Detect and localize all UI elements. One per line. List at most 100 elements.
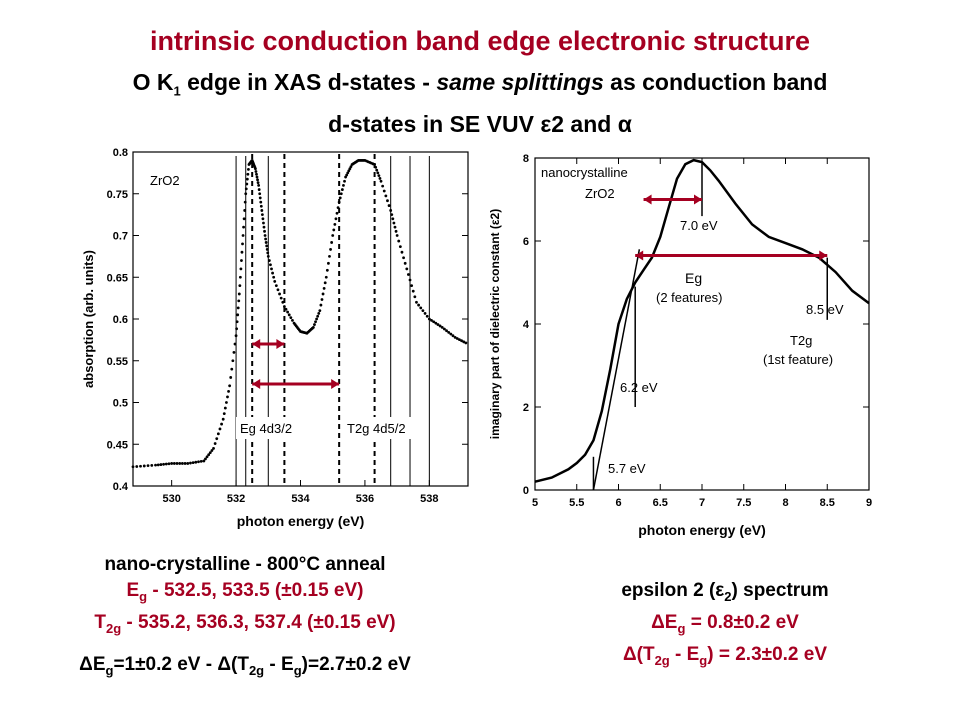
xas-data-point [183, 462, 187, 465]
xas-data-point [389, 209, 393, 212]
xas-data-point [231, 359, 235, 363]
xas-data-point [259, 200, 263, 204]
eps-t2g-arrow-head-left [635, 250, 644, 261]
slide-title: intrinsic conduction band edge electroni… [149, 26, 811, 56]
xas-data-point [207, 453, 211, 457]
xas-data-point [432, 320, 436, 324]
xas-data-point [232, 351, 236, 354]
xas-data-point [236, 306, 240, 310]
xas-data-point [226, 395, 229, 399]
xas-data-point [442, 327, 446, 331]
xas-data-point [411, 289, 415, 293]
xas-data-point [256, 181, 260, 185]
eps-ytick-label: 6 [523, 236, 529, 248]
eps-label-1st-feature: (1st feature) [763, 352, 833, 367]
xas-data-point [238, 275, 242, 279]
eps-xtick-label: 6.5 [653, 497, 668, 509]
xas-data-point [455, 337, 459, 340]
xas-data-point [254, 170, 258, 173]
xas-data-point [259, 204, 263, 208]
xas-data-point [464, 341, 468, 345]
xas-data-point [261, 217, 265, 221]
xas-data-point [223, 406, 227, 410]
xas-data-point [460, 339, 463, 343]
xas-data-point [332, 228, 336, 232]
xas-data-point [197, 460, 200, 464]
xas-data-point [265, 244, 269, 248]
xas-data-point [220, 422, 223, 426]
xas-data-point [170, 462, 174, 465]
eps-label-5-7: 5.7 eV [608, 461, 646, 476]
xas-data-point [281, 300, 285, 304]
xas-data-point [244, 187, 248, 191]
xas-data-point [257, 188, 261, 191]
xas-data-point [440, 325, 444, 329]
xas-data-point [321, 292, 325, 296]
xas-data-point [314, 320, 317, 324]
xas-data-point [377, 174, 381, 178]
xas-data-point [260, 213, 264, 217]
xas-data-point [453, 335, 457, 339]
xas-label-bg [344, 417, 418, 439]
xas-data-point [246, 172, 250, 176]
xas-data-point [425, 314, 429, 318]
eps-eg-arrow-head-left [643, 194, 652, 205]
xas-data-point [150, 464, 154, 467]
xas-eg-arrow-head-right [276, 339, 285, 349]
xas-data-point [262, 221, 265, 225]
xas-data-point [319, 303, 323, 307]
xas-data-point [343, 179, 346, 183]
xas-data-point [345, 173, 349, 177]
xas-data-point [227, 389, 230, 393]
xas-data-point [348, 167, 352, 171]
xas-data-point [244, 192, 248, 196]
xas-data-point [247, 167, 250, 171]
xas-data-point [394, 229, 398, 233]
eps-label-eg: Eg [685, 270, 702, 286]
xas-data-point [423, 312, 427, 315]
xas-data-point [164, 462, 168, 466]
xas-data-point [284, 307, 288, 311]
xas-label-t2g: T2g 4d5/2 [347, 421, 406, 436]
xas-data-point [229, 376, 233, 379]
xas-data-point [403, 261, 407, 265]
xas-data-point [256, 178, 259, 182]
xas-data-point [458, 338, 461, 341]
xas-data-point [271, 271, 274, 275]
xas-data-point [235, 327, 239, 331]
xas-data-point [221, 417, 225, 421]
xas-data-point [255, 175, 259, 179]
xas-data-point [208, 451, 212, 454]
xas-data-point [287, 313, 291, 317]
eps-ylabel: imaginary part of dielectric constant (ε… [488, 209, 502, 439]
xas-data-point [260, 209, 264, 212]
xas-ytick-label: 0.7 [113, 231, 128, 243]
slide-subtitle: O K1 edge in XAS d-states - same splitti… [132, 69, 828, 137]
right-caption: epsilon 2 (ε2) spectrum ΔEg = 0.8±0.2 eV… [621, 580, 829, 668]
xas-data-point [338, 196, 342, 200]
xas-ytick-label: 0.4 [113, 481, 129, 493]
xas-data-point [234, 334, 238, 338]
eps-ytick-label: 2 [523, 402, 529, 414]
xas-data-point [237, 299, 241, 303]
xas-data-point [384, 194, 388, 198]
xas-data-point [269, 263, 272, 267]
xas-data-point [381, 184, 385, 188]
xas-ytick-label: 0.45 [107, 439, 128, 451]
xas-data-point [286, 310, 290, 314]
xas-data-point [273, 280, 277, 283]
xas-data-point [408, 278, 412, 282]
xas-data-point [393, 225, 397, 229]
xas-data-point [264, 241, 268, 244]
xas-xtick-label: 532 [227, 493, 245, 505]
xas-data-point [434, 321, 438, 325]
eps-xlabel: photon energy (eV) [638, 522, 766, 538]
xas-data-point [215, 437, 219, 441]
xas-data-point [330, 241, 334, 244]
xas-data-point [317, 312, 321, 315]
xas-data-point [245, 182, 249, 186]
xas-data-point [238, 284, 242, 287]
xas-data-point [462, 340, 466, 344]
eps-xtick-label: 8.5 [820, 497, 835, 509]
xas-ytick-label: 0.5 [113, 398, 128, 410]
